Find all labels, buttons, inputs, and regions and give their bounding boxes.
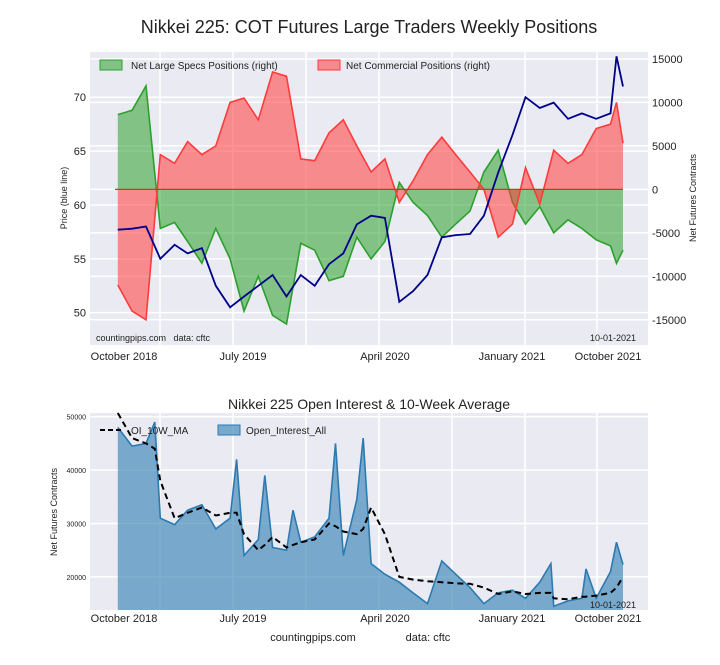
y-tick-right: 15000	[652, 54, 683, 66]
y-tick-left: 65	[74, 146, 86, 158]
y-tick-right: 0	[652, 184, 658, 196]
y-tick-right: -5000	[652, 228, 680, 240]
x-tick-bottom: October 2021	[575, 613, 642, 625]
x-tick-top: January 2021	[479, 351, 546, 363]
y-tick-right: 10000	[652, 97, 683, 109]
legend-label-specs: Net Large Specs Positions (right)	[131, 61, 278, 72]
y-tick-bottom: 20000	[67, 575, 87, 582]
x-tick-bottom: October 2018	[91, 613, 158, 625]
y-tick-left: 55	[74, 254, 86, 266]
legend-label-ma: OI_10W_MA	[131, 426, 189, 437]
y-tick-bottom: 40000	[67, 468, 87, 475]
y-tick-bottom: 50000	[67, 415, 87, 422]
legend-label-oi: Open_Interest_All	[246, 426, 326, 437]
x-tick-bottom: July 2019	[219, 613, 266, 625]
y-tick-left: 60	[74, 200, 86, 212]
x-tick-top: July 2019	[219, 351, 266, 363]
y-tick-right: -15000	[652, 315, 686, 327]
bottom-date-note: 10-01-2021	[590, 600, 636, 610]
y-tick-right: 5000	[652, 141, 676, 153]
open-interest-area	[117, 422, 623, 610]
y-tick-left: 70	[74, 92, 86, 104]
oi-10w-ma-line	[116, 412, 624, 601]
top-left-axis-label: Price (blue line)	[59, 167, 69, 230]
x-tick-bottom: January 2021	[479, 613, 546, 625]
legend-swatch-commercial	[317, 59, 341, 71]
price-line	[117, 56, 624, 309]
footer-data-source: data: cftc	[406, 632, 451, 644]
top-date-note: 10-01-2021	[590, 333, 636, 343]
x-tick-top: October 2021	[575, 351, 642, 363]
legend-swatch-oi	[217, 424, 241, 436]
x-tick-top: October 2018	[91, 351, 158, 363]
footer-site: countingpips.com	[270, 632, 356, 644]
net-commercial-line	[117, 70, 624, 322]
y-tick-left: 50	[74, 308, 86, 320]
x-tick-top: April 2020	[360, 351, 410, 363]
x-tick-bottom: April 2020	[360, 613, 410, 625]
net-large-specs-area	[117, 85, 623, 325]
net-commercial-area	[117, 72, 623, 320]
bottom-axis-label: Net Futures Contracts	[49, 467, 59, 556]
open-interest-line	[117, 421, 624, 608]
bottom-chart-title: Nikkei 225 Open Interest & 10-Week Avera…	[228, 396, 510, 412]
net-large-specs-line	[117, 83, 624, 326]
y-tick-bottom: 30000	[67, 522, 87, 529]
top-watermark: countingpips.com data: cftc	[96, 333, 211, 343]
y-tick-right: -10000	[652, 271, 686, 283]
legend-swatch-specs	[99, 59, 123, 71]
top-legend: Net Large Specs Positions (right) Net Co…	[99, 59, 490, 72]
bottom-legend: OI_10W_MA Open_Interest_All	[100, 424, 326, 437]
top-chart-title: Nikkei 225: COT Futures Large Traders We…	[141, 17, 598, 37]
top-right-axis-label: Net Futures Contracts	[688, 153, 698, 242]
legend-label-commercial: Net Commercial Positions (right)	[346, 61, 490, 72]
